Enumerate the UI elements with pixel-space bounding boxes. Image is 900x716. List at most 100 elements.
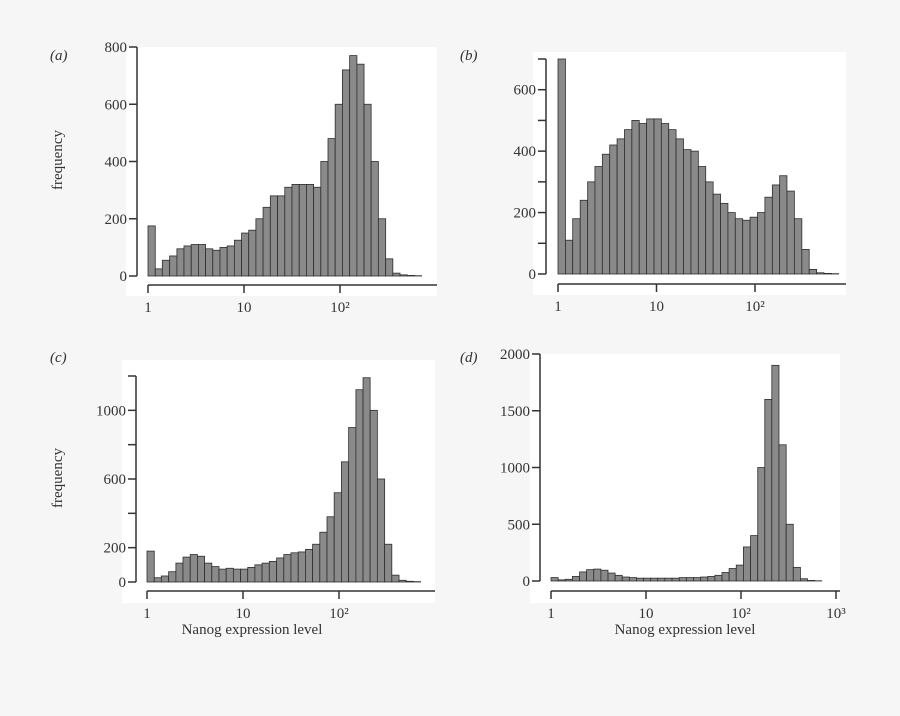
histogram-bar: [586, 569, 595, 582]
y-tick-label: 600: [104, 472, 127, 488]
histogram-bar: [808, 268, 817, 275]
histogram-bar: [721, 572, 730, 582]
histogram-bar: [683, 149, 692, 275]
histogram-bar: [146, 550, 155, 583]
histogram-bar: [355, 389, 364, 583]
histogram-bar: [268, 561, 278, 583]
histogram-bar: [557, 58, 566, 275]
histogram-bar: [319, 531, 328, 583]
x-tick-label: 10²: [745, 299, 765, 315]
panel-c: 0 200 600 1000 1 10 10² (c) frequency Nanog expre…: [50, 350, 435, 638]
histogram-bar: [312, 543, 321, 583]
y-tick-label: 2000: [500, 347, 530, 363]
histogram-bar: [153, 577, 162, 583]
histogram-bar: [785, 523, 794, 582]
histogram-bar: [385, 258, 394, 277]
histogram-bar: [161, 259, 171, 277]
histogram-bar: [720, 202, 729, 275]
histogram-bar: [807, 580, 816, 582]
panel-b: 0 200 400 600 1 10 10² (b): [460, 48, 846, 315]
histogram-bar: [735, 564, 744, 582]
y-tick-label: 0: [523, 574, 531, 590]
y-tick-label: 0: [120, 269, 128, 285]
panel-label: (c): [50, 350, 67, 366]
y-tick-label: 1500: [500, 404, 530, 420]
histogram-bar: [225, 567, 234, 583]
histogram-bar: [254, 564, 263, 583]
histogram-bar: [306, 183, 315, 277]
histogram-bar: [226, 245, 235, 277]
x-tick-label: 10: [237, 300, 252, 316]
histogram-bar: [405, 580, 414, 583]
histogram-bar: [348, 427, 357, 583]
histogram-bar: [262, 206, 271, 277]
histogram-bar: [624, 129, 633, 275]
histogram-bar: [749, 216, 758, 275]
histogram-bar: [169, 255, 178, 277]
y-tick-label: 0: [119, 575, 127, 591]
histogram-bar: [176, 248, 185, 277]
histogram-bar: [333, 492, 342, 583]
histogram-bar: [248, 229, 257, 277]
x-tick-label: 10²: [731, 606, 751, 622]
histogram-bar: [800, 578, 808, 582]
y-tick-label: 200: [514, 206, 537, 222]
x-tick-label: 10²: [330, 300, 350, 316]
histogram-bar: [290, 552, 299, 583]
histogram-bar: [557, 579, 566, 582]
y-tick-label: 600: [514, 83, 537, 99]
histogram-bar: [750, 535, 759, 582]
x-tick-label: 10³: [826, 606, 846, 622]
histogram-bar: [564, 578, 573, 582]
x-axis-title: Nanog expression level: [182, 622, 323, 638]
histogram-bar: [650, 577, 659, 582]
y-tick-label: 600: [105, 97, 128, 113]
histogram-bar: [616, 138, 625, 275]
histogram-bar: [349, 55, 358, 277]
x-tick-label: 1: [554, 299, 562, 315]
histogram-bar: [205, 248, 214, 277]
histogram-bar: [621, 576, 630, 582]
y-tick-label: 0: [529, 267, 537, 283]
histogram-bar: [685, 577, 694, 582]
panel-label: (a): [50, 48, 68, 64]
histogram-bar: [607, 572, 616, 582]
histogram-bar: [565, 239, 574, 275]
histogram-bar: [660, 123, 670, 275]
histogram-bar: [675, 138, 684, 275]
histogram-bar: [757, 212, 766, 275]
histogram-bar: [398, 579, 407, 583]
histogram-bar: [160, 575, 170, 583]
histogram-bar: [261, 562, 270, 583]
histogram-bar: [700, 576, 709, 582]
histogram-bar: [816, 272, 825, 275]
panel-label: (d): [460, 350, 478, 366]
histogram-bar: [646, 118, 655, 275]
histogram-bar: [305, 548, 314, 583]
histogram-bar: [342, 69, 351, 277]
histogram-bar: [550, 577, 559, 582]
y-tick-label: 200: [105, 212, 128, 228]
y-axis-title: frequency: [50, 448, 66, 508]
histogram-bar: [668, 129, 677, 275]
histogram-bar: [609, 144, 618, 275]
histogram-bar: [600, 569, 609, 582]
y-tick-label: 1000: [500, 461, 530, 477]
histogram-bar: [334, 103, 343, 277]
histogram-bar: [384, 543, 393, 583]
histogram-bar: [247, 567, 256, 583]
histogram-bar: [277, 195, 286, 277]
histogram-bar: [657, 577, 666, 582]
histogram-bar: [712, 193, 721, 275]
histogram-bar: [399, 274, 408, 277]
histogram-bar: [212, 249, 221, 277]
histogram-bar: [197, 555, 205, 583]
x-tick-label: 1: [144, 300, 152, 316]
histogram-bar: [175, 562, 184, 583]
histogram-bar: [320, 161, 329, 277]
histogram-bar: [727, 212, 736, 275]
histogram-bar: [742, 219, 751, 275]
histogram-bar: [764, 196, 773, 275]
histogram-bar: [218, 568, 227, 583]
histogram-bar: [664, 577, 673, 582]
